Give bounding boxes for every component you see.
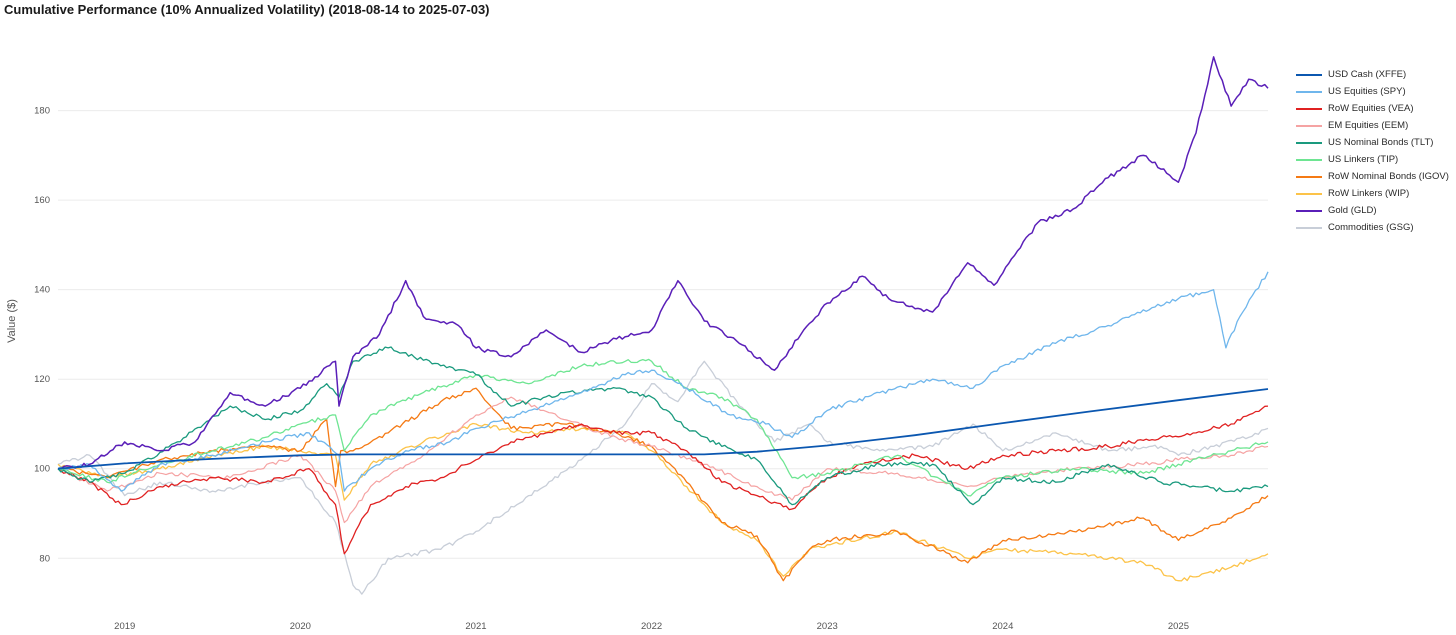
series-line-6	[57, 387, 1269, 582]
legend-item[interactable]: US Linkers (TIP)	[1296, 151, 1449, 168]
legend-label: RoW Nominal Bonds (IGOV)	[1328, 171, 1449, 182]
legend-label: US Nominal Bonds (TLT)	[1328, 137, 1434, 148]
series-line-5	[57, 358, 1269, 497]
legend-item[interactable]: RoW Linkers (WIP)	[1296, 185, 1449, 202]
series-line-1	[57, 271, 1269, 492]
y-tick-label: 120	[34, 374, 50, 385]
legend-swatch	[1296, 107, 1322, 110]
legend-swatch	[1296, 141, 1322, 144]
legend-swatch	[1296, 90, 1322, 93]
series-line-0	[57, 388, 1269, 470]
legend-label: US Linkers (TIP)	[1328, 154, 1399, 165]
legend-swatch	[1296, 124, 1322, 127]
legend-swatch	[1296, 73, 1322, 76]
legend-label: Gold (GLD)	[1328, 205, 1377, 216]
y-tick-label: 160	[34, 195, 50, 206]
series-line-3	[57, 396, 1269, 524]
y-axis-label: Value ($)	[6, 299, 18, 343]
y-tick-label: 100	[34, 464, 50, 475]
x-tick-label: 2019	[114, 621, 135, 632]
series-line-7	[57, 422, 1269, 582]
legend-item[interactable]: USD Cash (XFFE)	[1296, 66, 1449, 83]
y-tick-label: 140	[34, 285, 50, 296]
series-line-4	[57, 346, 1269, 506]
legend-swatch	[1296, 209, 1322, 212]
legend-item[interactable]: US Equities (SPY)	[1296, 83, 1449, 100]
legend-label: EM Equities (EEM)	[1328, 120, 1409, 131]
x-tick-label: 2024	[992, 621, 1013, 632]
legend-item[interactable]: US Nominal Bonds (TLT)	[1296, 134, 1449, 151]
series-line-9	[57, 360, 1269, 595]
series-line-2	[57, 405, 1269, 555]
legend-label: RoW Equities (VEA)	[1328, 103, 1414, 114]
legend-swatch	[1296, 175, 1322, 178]
x-tick-label: 2022	[641, 621, 662, 632]
y-tick-label: 80	[39, 553, 50, 564]
x-tick-label: 2025	[1168, 621, 1189, 632]
chart-legend: USD Cash (XFFE) US Equities (SPY) RoW Equi…	[1296, 66, 1449, 236]
legend-label: USD Cash (XFFE)	[1328, 69, 1407, 80]
x-tick-label: 2021	[465, 621, 486, 632]
legend-label: RoW Linkers (WIP)	[1328, 188, 1410, 199]
y-tick-label: 180	[34, 106, 50, 117]
x-tick-label: 2023	[817, 621, 838, 632]
legend-item[interactable]: EM Equities (EEM)	[1296, 117, 1449, 134]
chart-title: Cumulative Performance (10% Annualized V…	[4, 2, 490, 17]
x-tick-label: 2020	[290, 621, 311, 632]
legend-label: US Equities (SPY)	[1328, 86, 1406, 97]
legend-label: Commodities (GSG)	[1328, 222, 1414, 233]
legend-item[interactable]: Commodities (GSG)	[1296, 219, 1449, 236]
legend-swatch	[1296, 226, 1322, 229]
legend-item[interactable]: RoW Equities (VEA)	[1296, 100, 1449, 117]
legend-item[interactable]: Gold (GLD)	[1296, 202, 1449, 219]
series-line-8	[58, 56, 1269, 470]
legend-item[interactable]: RoW Nominal Bonds (IGOV)	[1296, 168, 1449, 185]
legend-swatch	[1296, 158, 1322, 161]
legend-swatch	[1296, 192, 1322, 195]
